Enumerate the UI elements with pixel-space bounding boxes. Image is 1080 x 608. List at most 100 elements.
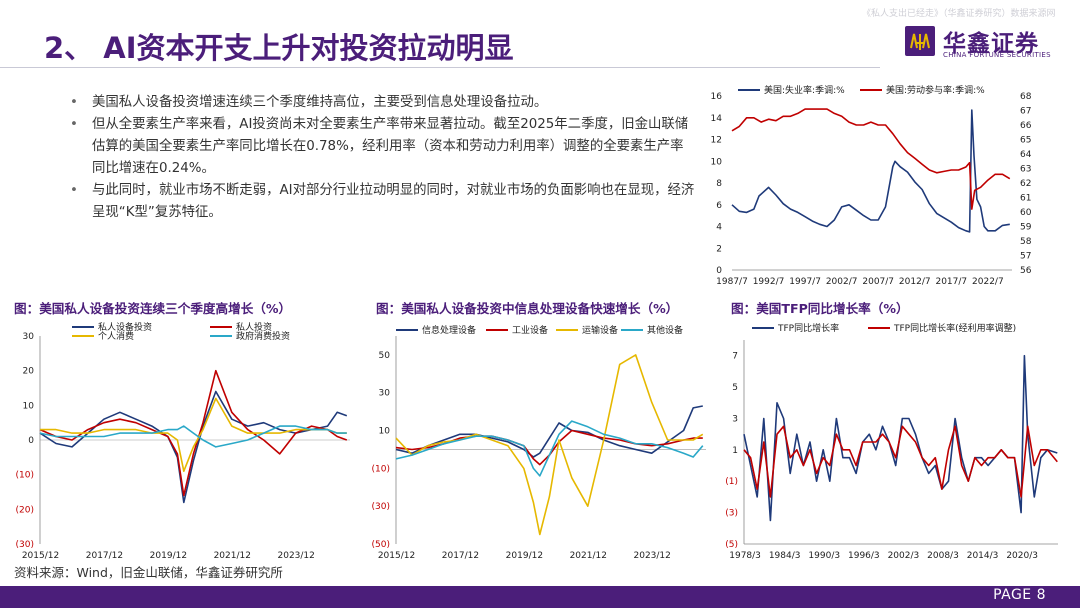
series-line-0: [743, 354, 1058, 522]
company-logo: 华鑫证券 CHINA FORTUNE SECURITIES: [905, 24, 1065, 64]
logo-text-en: CHINA FORTUNE SECURITIES: [943, 51, 1051, 59]
page-title: 2、 AI资本开支上升对投资拉动明显: [44, 31, 514, 65]
y-tick-left: 2: [716, 244, 722, 254]
x-tick: 1996/3: [848, 551, 880, 561]
y-tick: 3: [732, 414, 738, 424]
x-tick: 2015/12: [22, 551, 59, 561]
y-tick-right: 62: [1020, 179, 1031, 189]
x-tick: 2007/7: [862, 277, 894, 287]
x-tick: 2015/12: [378, 551, 415, 561]
x-tick: 1992/7: [753, 277, 785, 287]
x-tick: 1990/3: [808, 551, 840, 561]
legend-label-0: 私人设备投资: [98, 321, 152, 333]
legend-label-1: 美国:劳动参与率:季调:%: [886, 84, 985, 96]
logo-text-cn: 华鑫证券: [943, 31, 1039, 57]
bullet-item: 但从全要素生产率来看，AI投资尚未对全要素生产率带来显著拉动。截至2025年二季…: [70, 114, 695, 180]
investment-chart: 30 20 10 0 (10) (20) (30) 2015/12 2017/12 2019/12…: [10, 316, 360, 562]
x-tick: 2023/12: [634, 551, 671, 561]
x-tick: 2017/12: [442, 551, 479, 561]
x-tick: 2017/7: [935, 277, 967, 287]
y-tick: (1): [725, 477, 738, 487]
y-tick-left: 8: [716, 179, 722, 189]
y-tick-left: 4: [716, 223, 722, 233]
legend-label-3: 政府消费投资: [236, 330, 290, 342]
y-tick: 30: [23, 332, 35, 342]
series-line-3: [39, 425, 347, 448]
bullet-list: 美国私人设备投资增速连续三个季度维持高位，主要受到信息处理设备拉动。 但从全要素…: [70, 92, 695, 224]
footer-bar: [0, 586, 1080, 608]
x-tick: 2008/3: [927, 551, 959, 561]
watermark-text: 《私人支出已经走》（华鑫证券研究）数据来源网: [862, 9, 1056, 19]
caption-chart-tfp: 图：美国TFP同比增长率（%）: [731, 301, 909, 316]
y-tick-right: 59: [1020, 223, 1032, 233]
tfp-chart: 7 5 3 1 (1) (3) (5) 1978/3 1984/3 1990/3 1996/3 200…: [722, 316, 1072, 562]
y-tick: (10): [372, 464, 390, 474]
y-tick-left: 0: [716, 266, 722, 276]
y-tick: (30): [372, 502, 390, 512]
x-tick: 2022/7: [972, 277, 1004, 287]
x-tick: 2002/3: [888, 551, 920, 561]
y-tick-right: 66: [1020, 121, 1032, 131]
series-line-1: [731, 108, 1011, 210]
x-tick: 1997/7: [789, 277, 821, 287]
x-tick: 2019/12: [506, 551, 543, 561]
series-line-2: [40, 397, 347, 472]
header-divider: [0, 67, 880, 68]
series-line-1: [395, 429, 703, 466]
y-tick: 30: [379, 389, 391, 399]
caption-chart-info-processing: 图：美国私人设备投资中信息处理设备快速增长（%）: [376, 301, 679, 316]
unemployment-chart-svg: 0246810121416565758596061626364656667681…: [711, 84, 1032, 287]
y-tick-right: 67: [1020, 107, 1031, 117]
y-tick-right: 64: [1020, 150, 1032, 160]
y-tick-right: 61: [1020, 194, 1031, 204]
series-line-1: [743, 425, 1058, 498]
y-tick: (10): [16, 471, 34, 481]
y-tick: (30): [16, 540, 34, 550]
y-tick: 5: [732, 383, 738, 393]
legend-label-1: 工业设备: [512, 324, 548, 336]
x-tick: 2019/12: [150, 551, 187, 561]
x-tick: 2012/7: [899, 277, 931, 287]
series-line-0: [731, 109, 1010, 233]
legend-label-2: 运输设备: [582, 324, 618, 336]
legend-label-0: 信息处理设备: [422, 324, 476, 336]
x-tick: 2017/12: [86, 551, 123, 561]
legend-label-0: 美国:失业率:季调:%: [764, 84, 845, 96]
page-number: PAGE 8: [993, 587, 1046, 603]
series-line-0: [39, 390, 348, 504]
x-tick: 1984/3: [769, 551, 801, 561]
y-tick-left: 10: [711, 157, 723, 167]
x-tick: 2023/12: [278, 551, 315, 561]
y-tick: 0: [28, 436, 34, 446]
unemployment-chart: 0 2 4 6 8 10 12 14 16 56 57 58 59 60 61 62 63 64 65 66 67 68 1…: [700, 78, 1072, 290]
source-note: 资料来源：Wind，旧金山联储，华鑫证券研究所: [14, 565, 283, 580]
legend-label-1: TFP同比增长率(经利用率调整): [893, 322, 1016, 334]
y-tick: 20: [23, 367, 35, 377]
x-tick: 1987/7: [716, 277, 748, 287]
y-tick: 10: [23, 401, 35, 411]
info-processing-chart-svg: 50 30 10 (10) (30) (50)2015/12 2017/12 2019/12 2…: [372, 324, 706, 561]
y-tick: 7: [732, 352, 738, 362]
y-tick: 1: [732, 446, 738, 456]
y-tick-right: 65: [1020, 136, 1031, 146]
y-tick-right: 68: [1020, 92, 1032, 102]
tfp-chart-svg: 7 5 3 1 (1) (3) (5)1978/3 1984/3 1990/3 1996/3 200…: [725, 322, 1058, 561]
series-line-1: [39, 369, 348, 497]
series-line-3: [395, 420, 704, 477]
logo-mark-icon: [905, 26, 935, 56]
y-tick-right: 57: [1020, 252, 1031, 262]
x-tick: 2014/3: [967, 551, 999, 561]
y-tick-left: 14: [711, 114, 723, 124]
legend-label-1: 私人投资: [236, 321, 272, 333]
series-line-0: [395, 405, 703, 458]
x-tick: 2002/7: [826, 277, 858, 287]
y-tick-left: 6: [716, 201, 722, 211]
y-tick-right: 56: [1020, 266, 1032, 276]
info-processing-chart: 50 30 10 (10) (30) (50) 2015/12 2017/12 2019/12 2…: [366, 316, 716, 562]
legend-label-0: TFP同比增长率: [777, 322, 839, 334]
legend-label-2: 个人消费: [98, 330, 134, 342]
y-tick-left: 12: [711, 136, 722, 146]
y-tick: (5): [725, 540, 738, 550]
bullet-item: 美国私人设备投资增速连续三个季度维持高位，主要受到信息处理设备拉动。: [70, 92, 695, 114]
y-tick-left: 16: [711, 92, 723, 102]
